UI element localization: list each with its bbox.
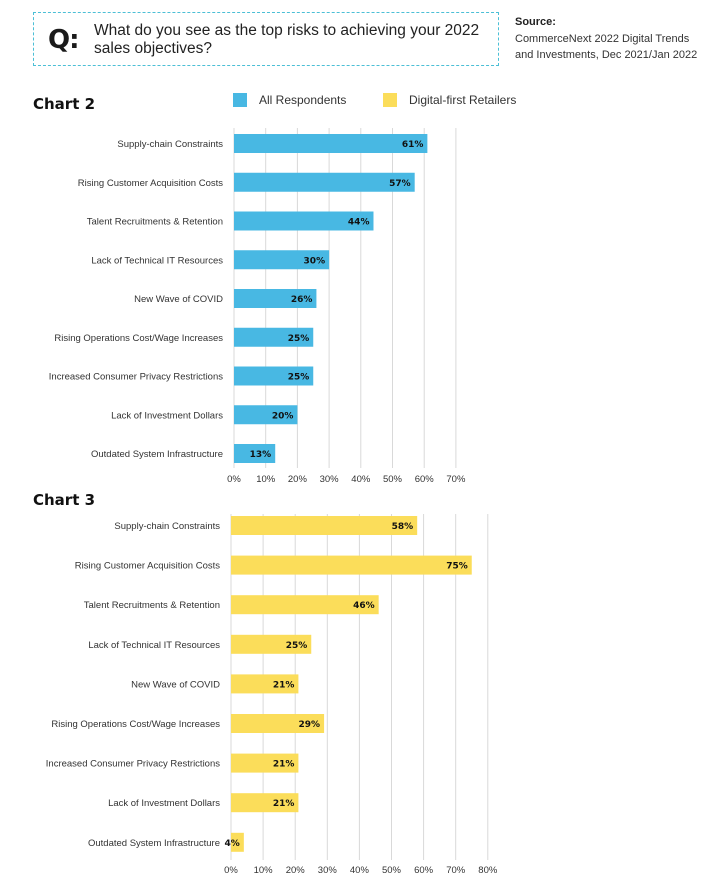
chart-3-x-tick-label: 80% bbox=[478, 865, 498, 876]
chart-3-x-tick-label: 10% bbox=[254, 865, 274, 876]
chart-3-category-label: Outdated System Infrastructure bbox=[88, 838, 220, 849]
chart-2-category-label: Increased Consumer Privacy Restrictions bbox=[49, 372, 223, 383]
legend-swatch-blue bbox=[233, 93, 247, 107]
chart-2-x-tick-label: 30% bbox=[320, 474, 340, 485]
chart-2-value-label: 25% bbox=[288, 334, 310, 344]
chart-2-bar bbox=[234, 211, 374, 231]
chart-2-value-label: 30% bbox=[304, 256, 326, 266]
chart-2-x-tick-label: 10% bbox=[256, 474, 276, 485]
chart-2-bar bbox=[234, 327, 314, 347]
chart-3-x-tick-label: 70% bbox=[446, 865, 466, 876]
chart-2-category-label: Lack of Technical IT Resources bbox=[91, 255, 223, 266]
chart-3-value-label: 21% bbox=[273, 760, 295, 770]
chart-3-category-label: Rising Operations Cost/Wage Increases bbox=[51, 719, 220, 730]
chart-2-category-label: Lack of Investment Dollars bbox=[111, 410, 223, 421]
chart-3-bar bbox=[231, 753, 299, 773]
chart-2-category-label: Talent Recruitments & Retention bbox=[87, 217, 223, 228]
chart-2-x-tick-label: 40% bbox=[351, 474, 371, 485]
chart-3-bar bbox=[231, 516, 418, 535]
chart-2-value-label: 57% bbox=[389, 179, 411, 189]
chart-3-value-label: 75% bbox=[446, 562, 468, 572]
chart-3-category-label: Increased Consumer Privacy Restrictions bbox=[46, 759, 220, 770]
chart-3-category-label: New Wave of COVID bbox=[131, 679, 220, 690]
chart-3-value-label: 46% bbox=[353, 601, 375, 611]
chart-3-category-label: Talent Recruitments & Retention bbox=[84, 600, 220, 611]
chart-3-bar bbox=[231, 634, 312, 654]
chart-2-value-label: 61% bbox=[402, 140, 424, 150]
chart-3-value-label: 25% bbox=[286, 641, 308, 651]
chart-3-bar bbox=[231, 832, 244, 852]
chart-2-bar bbox=[234, 444, 276, 463]
chart-3-category-label: Lack of Technical IT Resources bbox=[88, 640, 220, 651]
chart-3-category-label: Lack of Investment Dollars bbox=[108, 798, 220, 809]
question-text: What do you see as the top risks to achi… bbox=[94, 22, 480, 57]
chart-2-x-tick-label: 50% bbox=[383, 474, 403, 485]
legend-item-all-respondents: All Respondents bbox=[233, 92, 346, 108]
chart-2-bar bbox=[234, 172, 415, 192]
source-text: CommerceNext 2022 Digital Trends and Inv… bbox=[515, 33, 698, 61]
chart-3-bar bbox=[231, 793, 299, 813]
chart-2-category-label: Rising Customer Acquisition Costs bbox=[78, 178, 223, 189]
chart-2-x-tick-label: 0% bbox=[227, 474, 241, 485]
chart-2-value-label: 25% bbox=[288, 373, 310, 383]
question-box: Q: What do you see as the top risks to a… bbox=[33, 12, 499, 66]
chart-3-title: Chart 3 bbox=[33, 491, 96, 509]
chart-2-value-label: 26% bbox=[291, 295, 313, 305]
chart-2-bar bbox=[234, 134, 428, 153]
chart-2-bar bbox=[234, 405, 298, 425]
legend-swatch-yellow bbox=[383, 93, 397, 107]
chart-2-bar bbox=[234, 366, 314, 386]
chart-2-title: Chart 2 bbox=[33, 95, 96, 113]
chart-2-category-label: Rising Operations Cost/Wage Increases bbox=[54, 333, 223, 344]
chart-3-value-label: 21% bbox=[273, 680, 295, 690]
chart-3-x-tick-label: 20% bbox=[286, 865, 306, 876]
legend-label: All Respondents bbox=[259, 93, 347, 107]
chart-3-bar bbox=[231, 674, 299, 694]
legend-item-digital-first: Digital-first Retailers bbox=[383, 92, 516, 108]
chart-3-category-label: Rising Customer Acquisition Costs bbox=[75, 561, 220, 572]
chart-2-category-label: Supply-chain Constraints bbox=[117, 139, 223, 150]
chart-2-bar bbox=[234, 250, 330, 270]
chart-3-x-tick-label: 30% bbox=[318, 865, 338, 876]
chart-2-x-tick-label: 70% bbox=[446, 474, 466, 485]
question-icon: Q: bbox=[48, 25, 79, 55]
chart-3-bar bbox=[231, 595, 379, 615]
chart-3-x-tick-label: 50% bbox=[382, 865, 402, 876]
chart-3-category-label: Supply-chain Constraints bbox=[114, 521, 220, 532]
chart-2-value-label: 44% bbox=[348, 218, 370, 228]
legend-label: Digital-first Retailers bbox=[409, 93, 517, 107]
source-label: Source: bbox=[515, 16, 556, 28]
chart-2-value-label: 13% bbox=[250, 450, 272, 460]
chart-2-x-tick-label: 60% bbox=[415, 474, 435, 485]
chart-2-value-label: 20% bbox=[272, 411, 294, 421]
chart-3-value-label: 58% bbox=[392, 522, 414, 532]
chart-2-category-label: New Wave of COVID bbox=[134, 294, 223, 305]
chart-3-bar bbox=[231, 714, 325, 733]
chart-3-x-tick-label: 0% bbox=[224, 865, 238, 876]
chart-2-bar bbox=[234, 289, 317, 308]
chart-2-category-label: Outdated System Infrastructure bbox=[91, 449, 223, 460]
chart-3-value-label: 29% bbox=[299, 720, 321, 730]
chart-3-bar bbox=[231, 555, 472, 575]
chart-2-x-tick-label: 20% bbox=[288, 474, 308, 485]
chart-3-x-tick-label: 40% bbox=[350, 865, 370, 876]
chart-3-x-tick-label: 60% bbox=[414, 865, 434, 876]
chart-3-value-label: 4% bbox=[225, 839, 240, 849]
chart-3-value-label: 21% bbox=[273, 799, 295, 809]
